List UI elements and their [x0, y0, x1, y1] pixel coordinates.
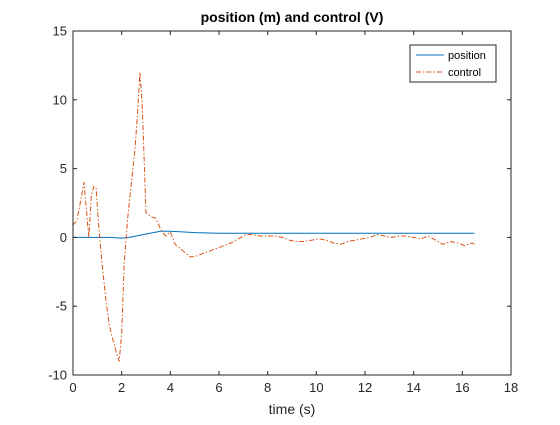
x-tick-label: 18: [504, 380, 518, 395]
series-layer: [72, 71, 475, 362]
x-tick-label: 0: [69, 380, 76, 395]
axes-layer: 0 2 4 6 8 10 12 14 16 18 -10 -5 0 5 10 15: [48, 24, 518, 396]
x-tick-label: 8: [264, 380, 271, 395]
x-tick-label: 4: [167, 380, 174, 395]
axes-box: [72, 30, 512, 376]
y-tick-label: 15: [53, 24, 67, 39]
x-axis-label: time (s): [269, 401, 316, 417]
x-tick-label: 2: [118, 380, 125, 395]
y-tick-label: 10: [53, 92, 67, 107]
chart-title: position (m) and control (V): [201, 9, 384, 25]
y-tick-label: 5: [60, 161, 67, 176]
series-control-line: [72, 71, 475, 362]
x-tick-label: 14: [406, 380, 420, 395]
legend-label-position: position: [448, 50, 486, 62]
legend-label-control: control: [448, 67, 481, 79]
y-tick-label: -5: [55, 299, 67, 314]
x-tick-label: 12: [358, 380, 372, 395]
plot-area: [73, 31, 511, 375]
x-tick-label: 10: [309, 380, 323, 395]
x-tick-label: 16: [455, 380, 469, 395]
legend: position control: [409, 44, 497, 83]
x-tick-label: 6: [215, 380, 222, 395]
y-tick-label: -10: [48, 368, 67, 383]
legend-box: [409, 44, 497, 83]
y-tick-label: 0: [60, 230, 67, 245]
series-position-line: [73, 230, 475, 239]
